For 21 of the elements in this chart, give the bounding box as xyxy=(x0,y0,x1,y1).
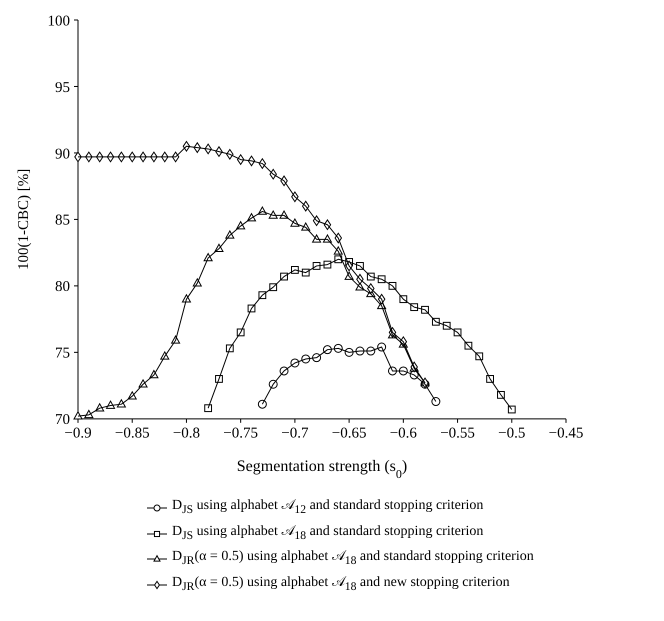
y-tick-label: 100 xyxy=(48,13,70,30)
legend-label: D$_{JS}$ using alphabet 𝒜$_{12}$ and standard stopping criterion xyxy=(172,496,484,518)
x-tick-label: −0.65 xyxy=(332,425,366,442)
y-tick-label: 75 xyxy=(55,346,70,362)
legend-label: D$_{JS}$ using alphabet 𝒜$_{18}$ and standard stopping criterion xyxy=(172,522,484,544)
y-tick-label: 80 xyxy=(55,279,70,296)
y-tick-label: 90 xyxy=(55,146,70,162)
y-axis-title: 100(1-CBC) [%] xyxy=(16,168,32,270)
x-tick-label: −0.8 xyxy=(172,425,200,442)
x-tick-label: −0.7 xyxy=(281,425,309,442)
legend-label: D$_{JR}$(α = 0.5) using alphabet 𝒜$_{18}$ and new stopping criterion xyxy=(172,574,510,595)
x-tick-label: −0.6 xyxy=(390,425,418,442)
y-tick-label: 95 xyxy=(55,80,70,96)
x-tick-label: −0.5 xyxy=(498,425,526,442)
x-axis-title: Segmentation strength (s$_{0}$) xyxy=(236,458,408,481)
x-tick-label: −0.75 xyxy=(223,425,258,442)
x-tick-label: −0.85 xyxy=(114,425,150,442)
y-tick-label: 85 xyxy=(55,212,70,229)
x-tick-label: −0.55 xyxy=(440,425,475,442)
x-tick-label: −0.45 xyxy=(548,425,584,442)
legend-label: D$_{JR}$(α = 0.5) using alphabet 𝒜$_{18}$ and standard stopping criterion xyxy=(172,548,534,570)
